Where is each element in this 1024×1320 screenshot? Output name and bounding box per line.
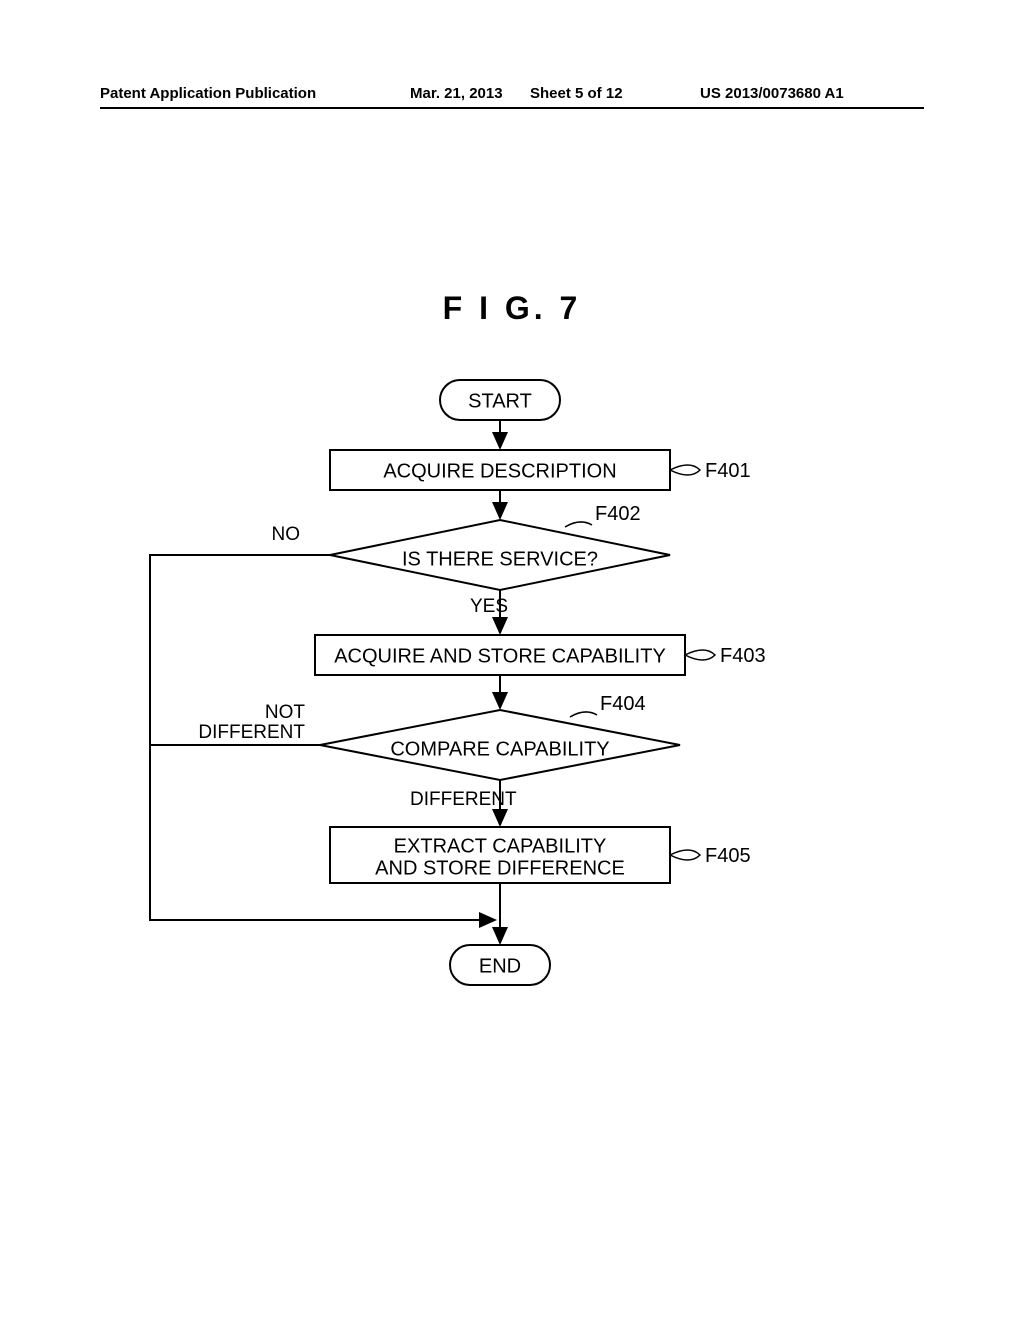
f405-ref: F405: [705, 845, 751, 867]
f404-no-line2: DIFFERENT: [198, 722, 305, 743]
header-sheet: Sheet 5 of 12: [530, 85, 623, 102]
f402-leader: [565, 522, 592, 527]
node-f401: ACQUIRE DESCRIPTION F401: [330, 450, 751, 490]
header-rule: [100, 107, 924, 109]
f404-label: COMPARE CAPABILITY: [390, 738, 609, 760]
header-docnum: US 2013/0073680 A1: [700, 85, 844, 102]
flowchart: START ACQUIRE DESCRIPTION F401 IS THERE …: [100, 360, 900, 1040]
page: Patent Application Publication Mar. 21, …: [0, 0, 1024, 1320]
f403-label: ACQUIRE AND STORE CAPABILITY: [334, 645, 666, 667]
start-label: START: [468, 390, 532, 412]
f404-ref: F404: [600, 693, 646, 715]
node-end: END: [450, 945, 550, 985]
end-label: END: [479, 955, 521, 977]
f401-ref: F401: [705, 460, 751, 482]
f405-leader: [670, 850, 700, 860]
f405-label-line1: EXTRACT CAPABILITY: [394, 835, 607, 857]
f403-leader: [685, 650, 715, 660]
node-f405: EXTRACT CAPABILITY AND STORE DIFFERENCE …: [330, 827, 751, 883]
f402-no: NO: [272, 524, 301, 545]
f402-label: IS THERE SERVICE?: [402, 548, 598, 570]
f405-label-line2: AND STORE DIFFERENCE: [375, 857, 625, 879]
f401-leader: [670, 465, 700, 475]
f403-ref: F403: [720, 645, 766, 667]
node-start: START: [440, 380, 560, 420]
f404-leader: [570, 712, 597, 717]
f401-label: ACQUIRE DESCRIPTION: [383, 460, 616, 482]
header-date: Mar. 21, 2013: [410, 85, 503, 102]
f404-no-line1: NOT: [265, 702, 306, 723]
figure-title: F I G. 7: [0, 290, 1024, 327]
node-f403: ACQUIRE AND STORE CAPABILITY F403: [315, 635, 766, 675]
f402-yes: YES: [470, 596, 508, 617]
f402-ref: F402: [595, 503, 641, 525]
header-publication: Patent Application Publication: [100, 85, 316, 102]
